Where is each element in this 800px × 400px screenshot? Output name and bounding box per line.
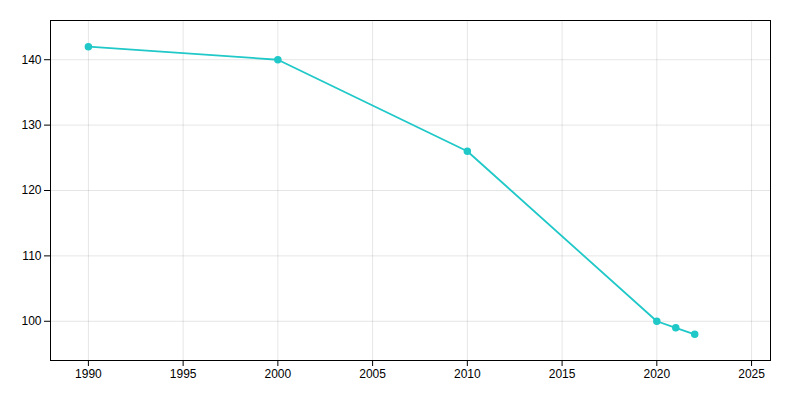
svg-text:2025: 2025 <box>738 367 765 381</box>
svg-text:2020: 2020 <box>643 367 670 381</box>
svg-text:2015: 2015 <box>549 367 576 381</box>
svg-text:1995: 1995 <box>170 367 197 381</box>
svg-text:130: 130 <box>21 118 41 132</box>
svg-text:140: 140 <box>21 53 41 67</box>
svg-text:2010: 2010 <box>454 367 481 381</box>
svg-text:2000: 2000 <box>265 367 292 381</box>
svg-text:120: 120 <box>21 183 41 197</box>
svg-text:2005: 2005 <box>359 367 386 381</box>
svg-text:110: 110 <box>22 249 41 263</box>
svg-text:100: 100 <box>21 314 41 328</box>
svg-text:1990: 1990 <box>75 367 102 381</box>
